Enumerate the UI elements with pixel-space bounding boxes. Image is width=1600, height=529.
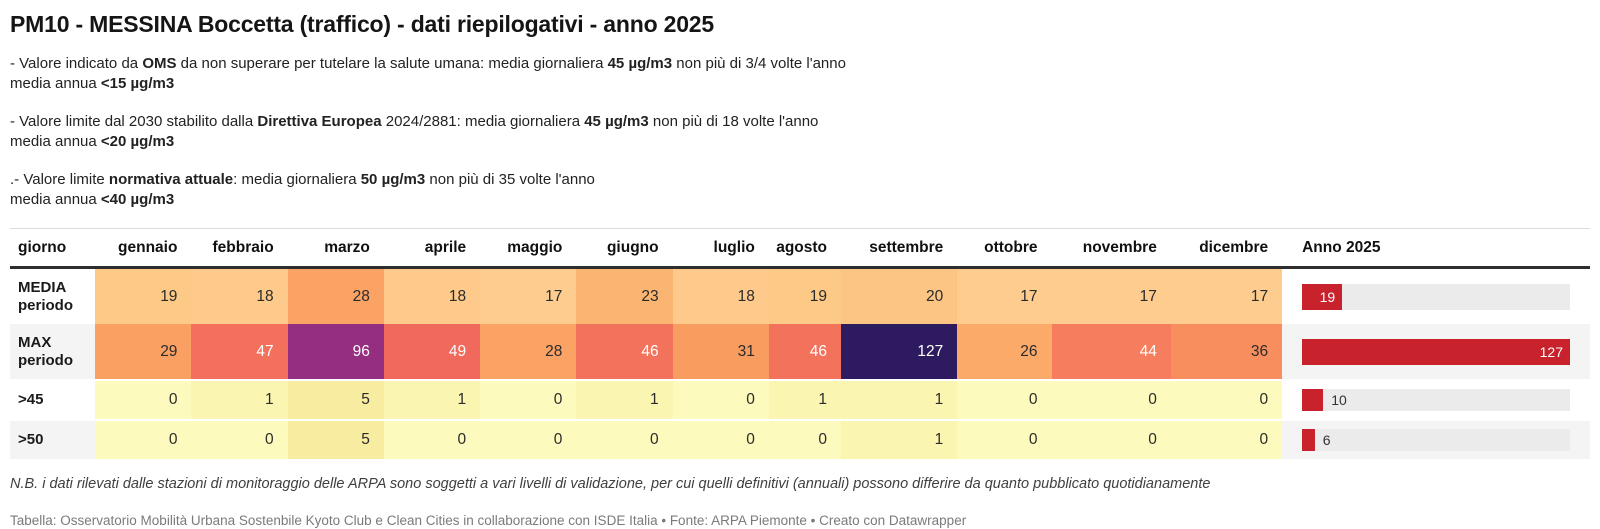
row-label: MAX periodo (10, 324, 96, 379)
heatmap-value-cell: 46 (768, 324, 842, 379)
heatmap-value-cell: 1 (383, 379, 481, 419)
annual-column-header: Anno 2025 (1282, 229, 1590, 269)
note-oms: - Valore indicato da OMS da non superare… (10, 55, 846, 92)
heatmap-value-cell: 20 (841, 269, 958, 324)
row-label: >45 (10, 379, 96, 419)
heatmap-value-cell: 0 (768, 419, 842, 459)
month-column-header: febbraio (191, 229, 288, 269)
annual-bar-label: 10 (1331, 392, 1347, 408)
heatmap-value-cell: 44 (1051, 324, 1171, 379)
heatmap-value-cell: 17 (957, 269, 1052, 324)
heatmap-value-cell: 0 (480, 419, 577, 459)
heatmap-value-cell: 5 (287, 379, 384, 419)
heatmap-value-cell: 19 (95, 269, 192, 324)
heatmap-value-cell: 96 (287, 324, 384, 379)
annual-value-bar (1302, 389, 1324, 411)
bar-track: 127 (1302, 338, 1570, 365)
summary-table: giorno gennaio febbraio marzo aprile maggio gi… (10, 228, 1590, 459)
annual-value-bar: 19 (1302, 283, 1343, 310)
heatmap-value-cell: 1 (841, 379, 958, 419)
annual-value-bar (1302, 429, 1315, 451)
table-row: >45 0 1 5 1 0 1 0 1 1 0 0 0 10 (10, 379, 1590, 419)
heatmap-value-cell: 31 (672, 324, 769, 379)
row-label: MEDIA periodo (10, 269, 96, 324)
heatmap-value-cell: 0 (1051, 379, 1171, 419)
heatmap-value-cell: 0 (1051, 419, 1171, 459)
credits-line: Tabella: Osservatorio Mobilità Urbana So… (10, 513, 967, 528)
month-column-header: ottobre (957, 229, 1052, 269)
heatmap-value-cell: 26 (957, 324, 1052, 379)
table-body: MEDIA periodo 19 18 28 18 17 23 18 19 20 17 17 17 19 M… (10, 269, 1590, 459)
heatmap-value-cell: 0 (957, 419, 1052, 459)
heatmap-value-cell: 36 (1170, 324, 1283, 379)
month-column-header: settembre (841, 229, 958, 269)
month-column-header: novembre (1051, 229, 1171, 269)
month-column-header: gennaio (95, 229, 192, 269)
heatmap-value-cell: 0 (383, 419, 481, 459)
table-row: MAX periodo 29 47 96 49 28 46 31 46 127 26 44 36 127 (10, 324, 1590, 379)
heatmap-value-cell: 0 (576, 419, 673, 459)
annual-bar-cell: 10 (1282, 379, 1590, 419)
month-column-header: maggio (480, 229, 577, 269)
page-title: PM10 - MESSINA Boccetta (traffico) - dat… (10, 11, 714, 37)
table-header: giorno gennaio febbraio marzo aprile maggio gi… (10, 229, 1590, 269)
heatmap-value-cell: 127 (841, 324, 958, 379)
bar-track: 19 (1302, 283, 1570, 310)
heatmap-value-cell: 18 (672, 269, 769, 324)
annual-bar-cell: 19 (1282, 269, 1590, 324)
heatmap-value-cell: 29 (95, 324, 192, 379)
month-column-header: agosto (768, 229, 842, 269)
annual-bar-label: 6 (1322, 432, 1331, 448)
annual-bar-label: 19 (1319, 288, 1336, 305)
table-row: MEDIA periodo 19 18 28 18 17 23 18 19 20 17 17 17 19 (10, 269, 1590, 324)
heatmap-value-cell: 0 (95, 419, 192, 459)
heatmap-value-cell: 5 (287, 419, 384, 459)
month-column-header: aprile (383, 229, 481, 269)
heatmap-value-cell: 23 (576, 269, 673, 324)
heatmap-value-cell: 17 (1170, 269, 1283, 324)
heatmap-value-cell: 28 (480, 324, 577, 379)
month-column-header: luglio (672, 229, 769, 269)
month-column-header: marzo (287, 229, 384, 269)
note-direttiva-europea: - Valore limite dal 2030 stabilito dalla… (10, 113, 819, 150)
heatmap-value-cell: 47 (191, 324, 288, 379)
month-column-header: dicembre (1170, 229, 1283, 269)
heatmap-value-cell: 18 (191, 269, 288, 324)
annual-bar-label: 127 (1539, 343, 1563, 360)
heatmap-value-cell: 17 (1051, 269, 1171, 324)
heatmap-value-cell: 0 (1170, 379, 1283, 419)
heatmap-value-cell: 46 (576, 324, 673, 379)
bar-track: 6 (1302, 429, 1570, 451)
heatmap-value-cell: 0 (95, 379, 192, 419)
heatmap-value-cell: 18 (383, 269, 481, 324)
validation-note: N.B. i dati rilevati dalle stazioni di m… (10, 476, 1211, 492)
heatmap-value-cell: 0 (957, 379, 1052, 419)
annual-bar-cell: 6 (1282, 419, 1590, 459)
heatmap-value-cell: 0 (191, 419, 288, 459)
annual-value-bar: 127 (1302, 338, 1570, 365)
heatmap-value-cell: 0 (672, 419, 769, 459)
table-row: >50 0 0 5 0 0 0 0 0 1 0 0 0 6 (10, 419, 1590, 459)
heatmap-value-cell: 0 (480, 379, 577, 419)
heatmap-value-cell: 19 (768, 269, 842, 324)
note-normativa-attuale: .- Valore limite normativa attuale: medi… (10, 171, 595, 208)
row-label: >50 (10, 419, 96, 459)
heatmap-value-cell: 1 (768, 379, 842, 419)
heatmap-value-cell: 49 (383, 324, 481, 379)
heatmap-value-cell: 0 (672, 379, 769, 419)
month-column-header: giugno (576, 229, 673, 269)
heatmap-value-cell: 0 (1170, 419, 1283, 459)
bar-track: 10 (1302, 389, 1570, 411)
annual-bar-cell: 127 (1282, 324, 1590, 379)
corner-header: giorno (10, 229, 96, 269)
heatmap-value-cell: 1 (191, 379, 288, 419)
heatmap-value-cell: 28 (287, 269, 384, 324)
heatmap-value-cell: 1 (576, 379, 673, 419)
heatmap-value-cell: 17 (480, 269, 577, 324)
heatmap-value-cell: 1 (841, 419, 958, 459)
